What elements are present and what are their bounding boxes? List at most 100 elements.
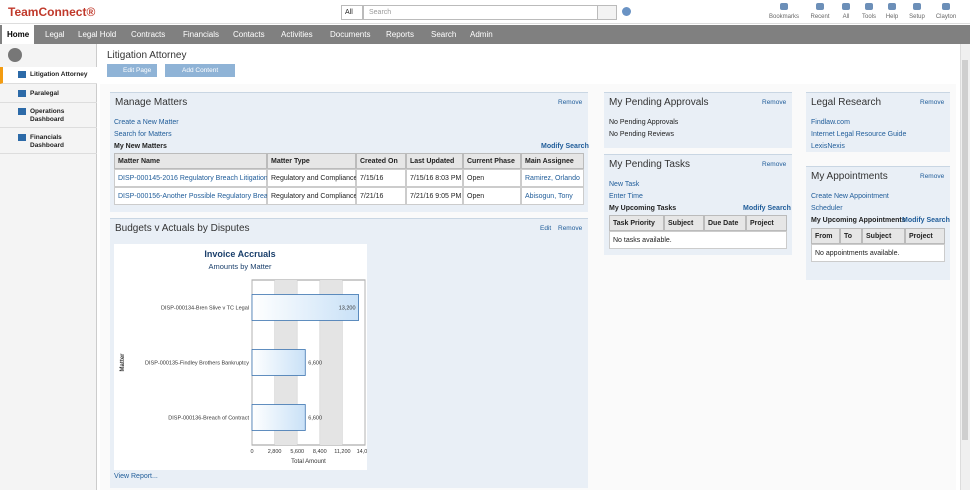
table-cell: 7/21/16 9:05 PM <box>406 187 463 205</box>
nav-tab[interactable]: Search <box>431 30 457 39</box>
sidebar-label[interactable]: Operations Dashboard <box>30 108 65 123</box>
table-cell: Regulatory and Compliance <box>267 187 357 205</box>
table-header: Task Priority <box>609 215 664 231</box>
nav-tab[interactable]: Contracts <box>131 30 166 39</box>
bar <box>251 349 306 376</box>
table-cell[interactable]: Ramirez, Orlando <box>521 169 584 187</box>
remove-link[interactable]: Remove <box>762 161 787 168</box>
search-button[interactable] <box>597 5 617 20</box>
nav-bar <box>0 25 970 44</box>
search-scope[interactable]: All <box>341 5 363 20</box>
link[interactable]: Create New Appointment <box>811 193 889 200</box>
remove-link[interactable]: Remove <box>920 173 945 180</box>
collapse-button[interactable] <box>8 48 22 62</box>
header-icon[interactable] <box>888 3 896 10</box>
nav-tab[interactable]: Legal <box>45 30 65 39</box>
table-cell[interactable]: DISP-000156-Another Possible Regulatory … <box>114 187 275 205</box>
nav-tab[interactable]: Reports <box>386 30 415 39</box>
table-empty: No appointments available. <box>811 244 945 262</box>
nav-tab[interactable]: Financials <box>183 30 220 39</box>
y-tick-label: DISP-000134-Bren Slive v TC Legal <box>161 306 249 312</box>
x-tick-label: 11,200 <box>334 449 350 455</box>
value-label: 6,600 <box>308 416 322 422</box>
header-icon[interactable] <box>780 3 788 10</box>
x-tick-label: 0 <box>250 449 253 455</box>
chart-title: Invoice Accruals <box>204 249 275 259</box>
add-content-button[interactable]: Add Content <box>165 64 235 77</box>
modify-link[interactable]: Modify Search <box>902 217 950 224</box>
modify-link[interactable]: Modify Search <box>541 143 589 150</box>
sidebar-icon <box>18 71 26 78</box>
sidebar-item[interactable] <box>0 104 97 128</box>
sidebar <box>0 44 97 490</box>
view-report-link[interactable]: View Report... <box>114 473 158 480</box>
y-tick-label: DISP-000135-Findley Brothers Bankruptcy <box>145 361 249 367</box>
header-icon-label[interactable]: All <box>842 14 850 20</box>
edit-link[interactable]: Edit <box>540 225 552 232</box>
header-icon[interactable] <box>942 3 950 10</box>
panel-title: My Pending Tasks <box>609 159 690 170</box>
header-icon[interactable] <box>865 3 873 10</box>
x-tick-label: 14,000 <box>357 449 367 455</box>
header-icon-label[interactable]: Help <box>885 14 899 20</box>
nav-tab[interactable]: Admin <box>470 30 493 39</box>
header-icon-label[interactable]: Bookmarks <box>768 14 799 20</box>
sidebar-item[interactable] <box>0 86 97 103</box>
table-cell: Open <box>463 169 521 187</box>
edit-page-button[interactable]: Edit Page <box>107 64 157 77</box>
header-icon-label[interactable]: Setup <box>909 14 925 20</box>
remove-link[interactable]: Remove <box>558 225 583 232</box>
sidebar-label[interactable]: Litigation Attorney <box>30 71 88 78</box>
header-icon[interactable] <box>913 3 921 10</box>
table-cell: 7/21/16 <box>356 187 406 205</box>
sidebar-item[interactable] <box>0 130 97 154</box>
sidebar-icon <box>18 134 26 141</box>
table-empty: No tasks available. <box>609 231 787 249</box>
header-icon-label[interactable]: Recent <box>810 14 830 20</box>
scroll-thumb <box>962 60 968 440</box>
link[interactable]: Enter Time <box>609 193 643 200</box>
link[interactable]: Create a New Matter <box>114 119 179 126</box>
link[interactable]: Internet Legal Resource Guide <box>811 131 907 138</box>
sidebar-icon <box>18 90 26 97</box>
remove-link[interactable]: Remove <box>558 99 583 106</box>
sidebar-label[interactable]: Financials Dashboard <box>30 134 64 149</box>
link[interactable]: Scheduler <box>811 205 843 212</box>
panel <box>806 92 950 152</box>
table-cell: 7/15/16 <box>356 169 406 187</box>
table-header: Current Phase <box>463 153 521 169</box>
chart: Invoice Accruals Amounts by Matter 0 2,800 5… <box>120 249 373 465</box>
link[interactable]: Search for Matters <box>114 131 172 138</box>
header-icon[interactable] <box>816 3 824 10</box>
logo: TeamConnect® <box>8 5 96 19</box>
nav-tab[interactable]: Activities <box>281 30 313 39</box>
header-icon[interactable] <box>842 3 850 10</box>
table-cell[interactable]: DISP-000145-2016 Regulatory Breach Litig… <box>114 169 268 187</box>
nav-tab[interactable]: Contacts <box>233 30 265 39</box>
table-header: Project <box>905 228 945 244</box>
link[interactable]: Findlaw.com <box>811 119 850 126</box>
panel-title: Manage Matters <box>115 97 188 108</box>
nav-tab[interactable]: Documents <box>330 30 371 39</box>
table-cell[interactable]: Abisogun, Tony <box>521 187 584 205</box>
x-tick-label: 8,400 <box>313 449 327 455</box>
table-header: Main Assignee <box>521 153 584 169</box>
remove-link[interactable]: Remove <box>920 99 945 106</box>
header-icon-label[interactable]: Tools <box>861 14 876 20</box>
table-header: Project <box>746 215 787 231</box>
modify-link[interactable]: Modify Search <box>743 205 791 212</box>
panel-title: My Pending Approvals <box>609 97 709 108</box>
sidebar-label[interactable]: Paralegal <box>30 90 59 97</box>
table-header: From <box>811 228 840 244</box>
search-box[interactable]: Search <box>363 5 598 20</box>
nav-tab[interactable]: Home <box>2 25 35 44</box>
remove-link[interactable]: Remove <box>762 99 787 106</box>
bar <box>251 404 306 431</box>
link[interactable]: New Task <box>609 181 640 188</box>
x-axis-label: Total Amount <box>291 459 326 465</box>
header-icon-label[interactable]: Clayton <box>935 14 957 20</box>
grid-band <box>319 280 343 445</box>
link[interactable]: LexisNexis <box>811 143 845 150</box>
nav-tab[interactable]: Legal Hold <box>78 30 117 39</box>
